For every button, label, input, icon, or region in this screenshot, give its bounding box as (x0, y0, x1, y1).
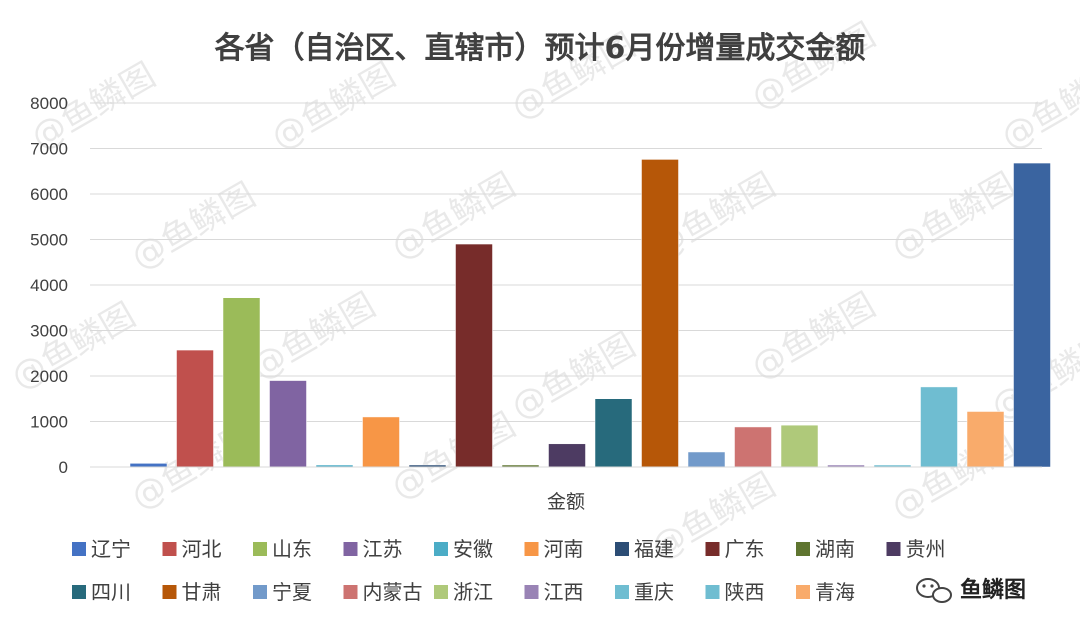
legend-swatch (253, 585, 267, 599)
legend-label: 湖南 (815, 537, 855, 561)
legend-item: 湖南 (796, 537, 855, 561)
legend-label: 青海 (815, 580, 855, 604)
wechat-badge: 鱼鳞图 (916, 577, 1026, 603)
legend-label: 江西 (544, 580, 584, 604)
y-tick-label: 6000 (30, 185, 68, 204)
legend-label: 河北 (182, 537, 222, 561)
legend-item: 宁夏 (253, 580, 312, 604)
legend-swatch (615, 585, 629, 599)
x-axis-title: 金额 (547, 491, 585, 513)
legend-swatch (343, 585, 358, 599)
legend-label: 河南 (544, 537, 584, 561)
legend-item: 河北 (162, 537, 222, 561)
y-tick-label: 7000 (30, 140, 68, 159)
bar-20 (1013, 162, 1051, 468)
bar-18 (920, 386, 958, 468)
legend-label: 广东 (725, 537, 765, 561)
bar-2 (176, 349, 214, 468)
y-tick-label: 5000 (30, 231, 68, 250)
legend-swatch (524, 542, 539, 556)
legend-item: 江苏 (343, 537, 403, 561)
badge-label: 鱼鳞图 (960, 577, 1026, 603)
legend-item: 辽宁 (72, 537, 131, 561)
legend-swatch (72, 585, 86, 599)
legend-label: 陕西 (725, 580, 765, 604)
legend-swatch (162, 585, 177, 599)
legend-swatch (72, 542, 86, 556)
bar-4 (269, 380, 307, 468)
legend-label: 山东 (272, 537, 312, 561)
legend-item: 贵州 (886, 537, 946, 561)
legend-label: 福建 (634, 537, 674, 561)
legend-item: 安徽 (434, 537, 493, 561)
bar-12 (641, 159, 679, 468)
legend-swatch (524, 585, 539, 599)
y-axis-ticks: 0 1000 2000 3000 4000 5000 6000 7000 8000 (30, 94, 68, 477)
bar-15 (780, 424, 819, 468)
y-tick-label: 2000 (30, 367, 68, 386)
legend-swatch (886, 542, 901, 556)
bar-13 (687, 451, 726, 468)
legend-item: 青海 (796, 580, 855, 604)
legend-swatch (434, 585, 448, 599)
legend-swatch (434, 542, 448, 556)
legend-item: 广东 (705, 537, 765, 561)
bar-8 (455, 243, 493, 468)
bars (129, 159, 1051, 468)
bar-6 (362, 416, 400, 468)
legend-item: 内蒙古 (343, 580, 423, 604)
y-tick-label: 0 (59, 458, 68, 477)
legend-label: 安徽 (453, 537, 493, 561)
legend-item: 四川 (72, 580, 131, 604)
y-tick-label: 1000 (30, 413, 68, 432)
bar-19 (966, 411, 1005, 468)
legend-swatch (343, 542, 358, 556)
legend-label: 甘肃 (182, 580, 222, 604)
wechat-icon (916, 578, 952, 603)
legend-label: 内蒙古 (363, 580, 423, 604)
bar-14 (734, 426, 772, 468)
legend-label: 浙江 (453, 580, 493, 604)
legend-label: 江苏 (363, 537, 403, 561)
legend-swatch (796, 542, 810, 556)
chart-title: 各省（自治区、直辖市）预计6月份增量成交金额 (214, 31, 866, 66)
y-tick-label: 4000 (30, 276, 68, 295)
legend-label: 四川 (91, 580, 131, 604)
legend-item: 河南 (524, 537, 584, 561)
legend-swatch (162, 542, 177, 556)
legend-swatch (705, 542, 720, 556)
legend-item: 浙江 (434, 580, 493, 604)
bar-10 (548, 443, 586, 468)
legend-label: 重庆 (634, 580, 674, 604)
legend-swatch (253, 542, 267, 556)
bar-1 (129, 463, 168, 468)
legend-swatch (796, 585, 810, 599)
legend-swatch (615, 542, 629, 556)
legend-item: 陕西 (705, 580, 765, 604)
bar-11 (594, 398, 633, 468)
y-tick-label: 3000 (30, 322, 68, 341)
legend-swatch (705, 585, 720, 599)
legend-label: 宁夏 (272, 580, 312, 604)
legend-item: 江西 (524, 580, 584, 604)
legend-item: 重庆 (615, 580, 674, 604)
legend-item: 山东 (253, 537, 312, 561)
legend-label: 辽宁 (91, 537, 131, 561)
legend-label: 贵州 (906, 537, 946, 561)
legend-item: 甘肃 (162, 580, 222, 604)
legend-item: 福建 (615, 537, 674, 561)
y-tick-label: 8000 (30, 94, 68, 113)
bar-3 (222, 297, 261, 468)
